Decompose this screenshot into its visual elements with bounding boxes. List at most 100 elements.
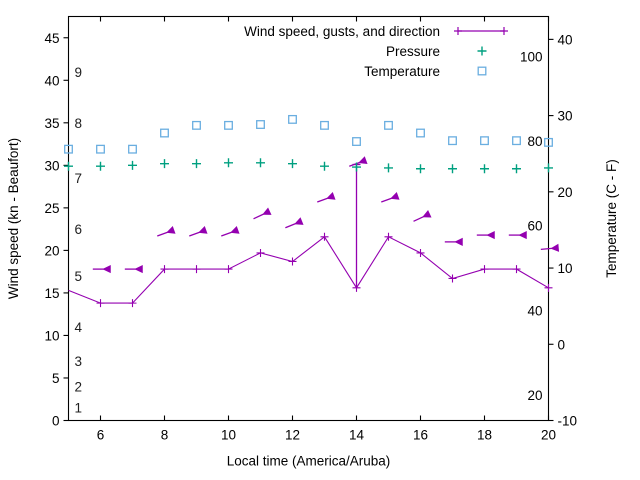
y2-fahrenheit-label-3: 80: [527, 134, 542, 149]
y-tick-label-3: 15: [44, 286, 59, 301]
beaufort-label-2: 3: [75, 354, 83, 369]
y-tick-label-2: 10: [44, 328, 59, 343]
y-tick-label-7: 35: [44, 116, 59, 131]
wind-point-marker: [320, 232, 329, 241]
wind-point-marker: [256, 248, 265, 257]
legend-label-1: Pressure: [386, 44, 440, 59]
wind-point-marker: [448, 274, 457, 283]
wind-direction-arrow: [166, 226, 176, 234]
wind-direction-arrow: [102, 265, 111, 274]
wind-point-marker: [160, 265, 169, 274]
wind-direction-arrow: [230, 226, 240, 234]
y-tick-label-0: 0: [52, 414, 60, 429]
plot-frame: [67, 15, 550, 422]
wind-direction-arrow: [326, 192, 336, 200]
y-tick-label-5: 25: [44, 201, 59, 216]
wind-direction-arrow: [422, 210, 432, 218]
y2-fahrenheit-label-0: 20: [527, 388, 542, 403]
y2-celsius-label-2: 10: [558, 261, 573, 276]
legend-marker-wind-start: [454, 27, 462, 35]
pressure-marker: [416, 164, 425, 174]
y2-fahrenheit-label-1: 40: [527, 303, 542, 318]
wind-point-marker: [192, 265, 201, 274]
wind-direction-arrow: [358, 156, 368, 164]
wind-direction-shaft: [540, 247, 552, 251]
x-axis-title: Local time (America/Aruba): [227, 454, 391, 469]
temperature-marker: [160, 128, 169, 138]
pressure-marker: [128, 160, 137, 170]
wind-direction-shaft: [221, 231, 232, 237]
x-tick-label-2: 10: [221, 428, 236, 443]
y2-celsius-label-5: 40: [558, 32, 573, 47]
x-tick-label-3: 12: [285, 428, 300, 443]
wind-direction-arrow: [390, 192, 400, 200]
wind-direction-arrow: [134, 265, 143, 274]
temperature-marker: [288, 114, 297, 124]
pressure-marker: [320, 161, 329, 171]
wind-point-marker: [480, 265, 489, 274]
y-axis-title: Wind speed (kn - Beaufort): [6, 138, 21, 299]
temperature-marker: [416, 128, 425, 138]
beaufort-label-6: 7: [75, 171, 83, 186]
y-tick-label-4: 20: [44, 243, 59, 258]
wind-direction-arrow: [518, 231, 527, 240]
legend-marker-wind-end: [500, 27, 508, 35]
y-tick-label-9: 45: [44, 31, 59, 46]
pressure-marker: [448, 164, 457, 174]
x-tick-label-5: 16: [413, 428, 428, 443]
temperature-marker: [256, 120, 265, 129]
beaufort-label-0: 1: [75, 401, 83, 416]
wind-point-marker: [416, 248, 425, 257]
pressure-marker: [64, 161, 73, 171]
x-tick-label-1: 8: [161, 428, 169, 443]
wind-point-marker: [224, 265, 233, 274]
y-tick-label-1: 5: [52, 371, 60, 386]
wind-point-marker: [288, 257, 297, 266]
y2-fahrenheit-label-2: 60: [527, 219, 542, 234]
wind-point-marker: [544, 283, 553, 292]
temperature-marker: [320, 120, 329, 130]
pressure-marker: [352, 162, 361, 172]
wind-point-marker: [128, 299, 137, 308]
legend-marker-pressure: [477, 46, 487, 56]
pressure-marker: [384, 163, 393, 173]
pressure-marker: [96, 161, 105, 171]
y2-celsius-label-1: 0: [558, 337, 566, 352]
temperature-marker: [192, 120, 201, 130]
temperature-marker: [128, 144, 137, 154]
wind-speed-line: [68, 235, 549, 304]
beaufort-label-7: 8: [75, 116, 83, 131]
temperature-marker: [384, 120, 393, 130]
wind-direction-arrow: [486, 231, 495, 240]
wind-direction-arrow: [454, 237, 463, 246]
beaufort-label-5: 6: [75, 222, 83, 237]
temperature-marker: [224, 120, 233, 130]
y2-celsius-label-0: -10: [558, 414, 578, 429]
wind-direction-shaft: [285, 223, 296, 229]
wind-direction-shaft: [349, 161, 360, 167]
beaufort-label-4: 5: [75, 269, 83, 284]
pressure-marker: [192, 159, 201, 169]
pressure-marker: [288, 159, 297, 169]
wind-direction-arrow: [294, 217, 304, 225]
wind-direction-shaft: [157, 231, 168, 237]
pressure-marker: [512, 164, 521, 174]
wind-direction-shaft: [189, 231, 200, 237]
y-tick-label-6: 30: [44, 158, 59, 173]
temperature-marker: [512, 136, 521, 146]
wind-direction-arrow: [198, 226, 208, 234]
wind-point-marker: [512, 265, 521, 274]
y2-celsius-label-4: 30: [558, 109, 573, 124]
beaufort-label-8: 9: [75, 65, 83, 80]
temperature-marker: [544, 137, 553, 147]
y-tick-label-8: 40: [44, 73, 59, 88]
x-tick-label-0: 6: [97, 428, 105, 443]
y2-celsius-label-3: 20: [558, 185, 573, 200]
x-tick-label-4: 14: [349, 428, 365, 443]
beaufort-label-3: 4: [75, 320, 83, 335]
pressure-marker: [480, 164, 489, 174]
wind-direction-arrow: [550, 243, 560, 252]
wind-direction-shaft: [253, 213, 264, 220]
